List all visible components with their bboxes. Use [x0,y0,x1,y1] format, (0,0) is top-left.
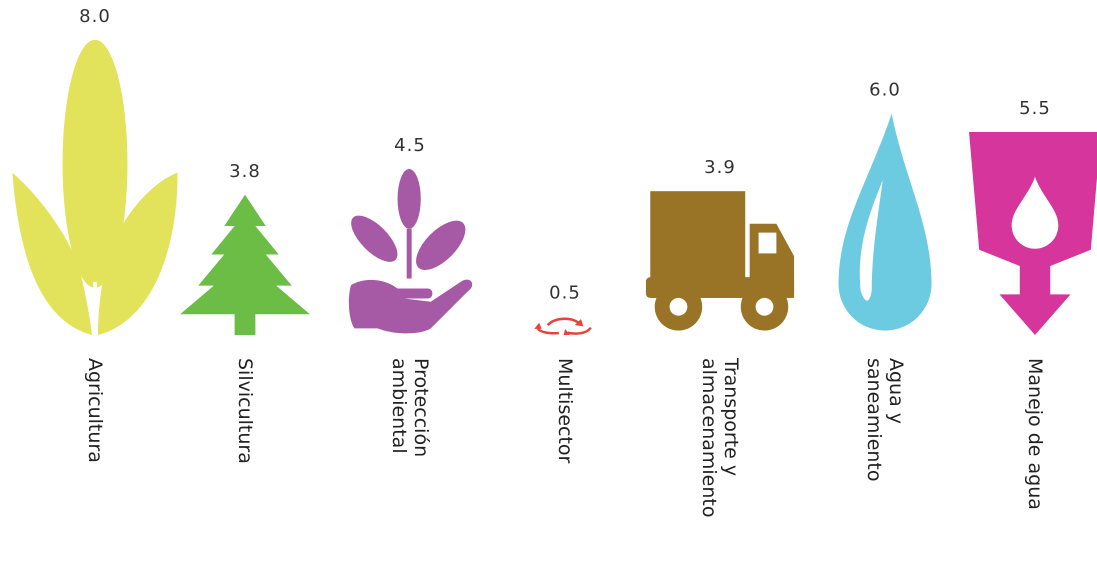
value-label: 5.5 [1019,98,1051,119]
value-label: 3.9 [704,157,736,178]
category-label: Silvicultura [234,358,256,464]
category-label: Multisector [554,358,576,463]
pictogram [646,191,794,330]
icons: 8.0 3.8 4.5 0.5 3.9 6.0 5.5 [0,0,1097,562]
value-label: 8.0 [79,6,111,27]
category-label: Agua y saneamiento [863,358,907,482]
category-label: Agricultura [84,358,106,463]
category-label: Manejo de agua [1024,358,1046,510]
pictogram [180,195,310,335]
value-label: 4.5 [394,135,426,156]
category-label: Transporte y almacenamiento [698,358,742,518]
value-label: 6.0 [869,80,901,101]
pictogram [969,132,1097,335]
value-label: 3.8 [229,161,261,182]
value-label: 0.5 [549,283,581,304]
category-label: Protección ambiental [388,358,432,457]
pictogram [839,114,932,331]
pictogram [12,40,177,335]
chart: 8.0 3.8 4.5 0.5 3.9 6.0 5.5 Agricultura Silvicu… [0,0,1097,562]
pictogram [534,319,591,335]
pictogram [344,169,474,333]
